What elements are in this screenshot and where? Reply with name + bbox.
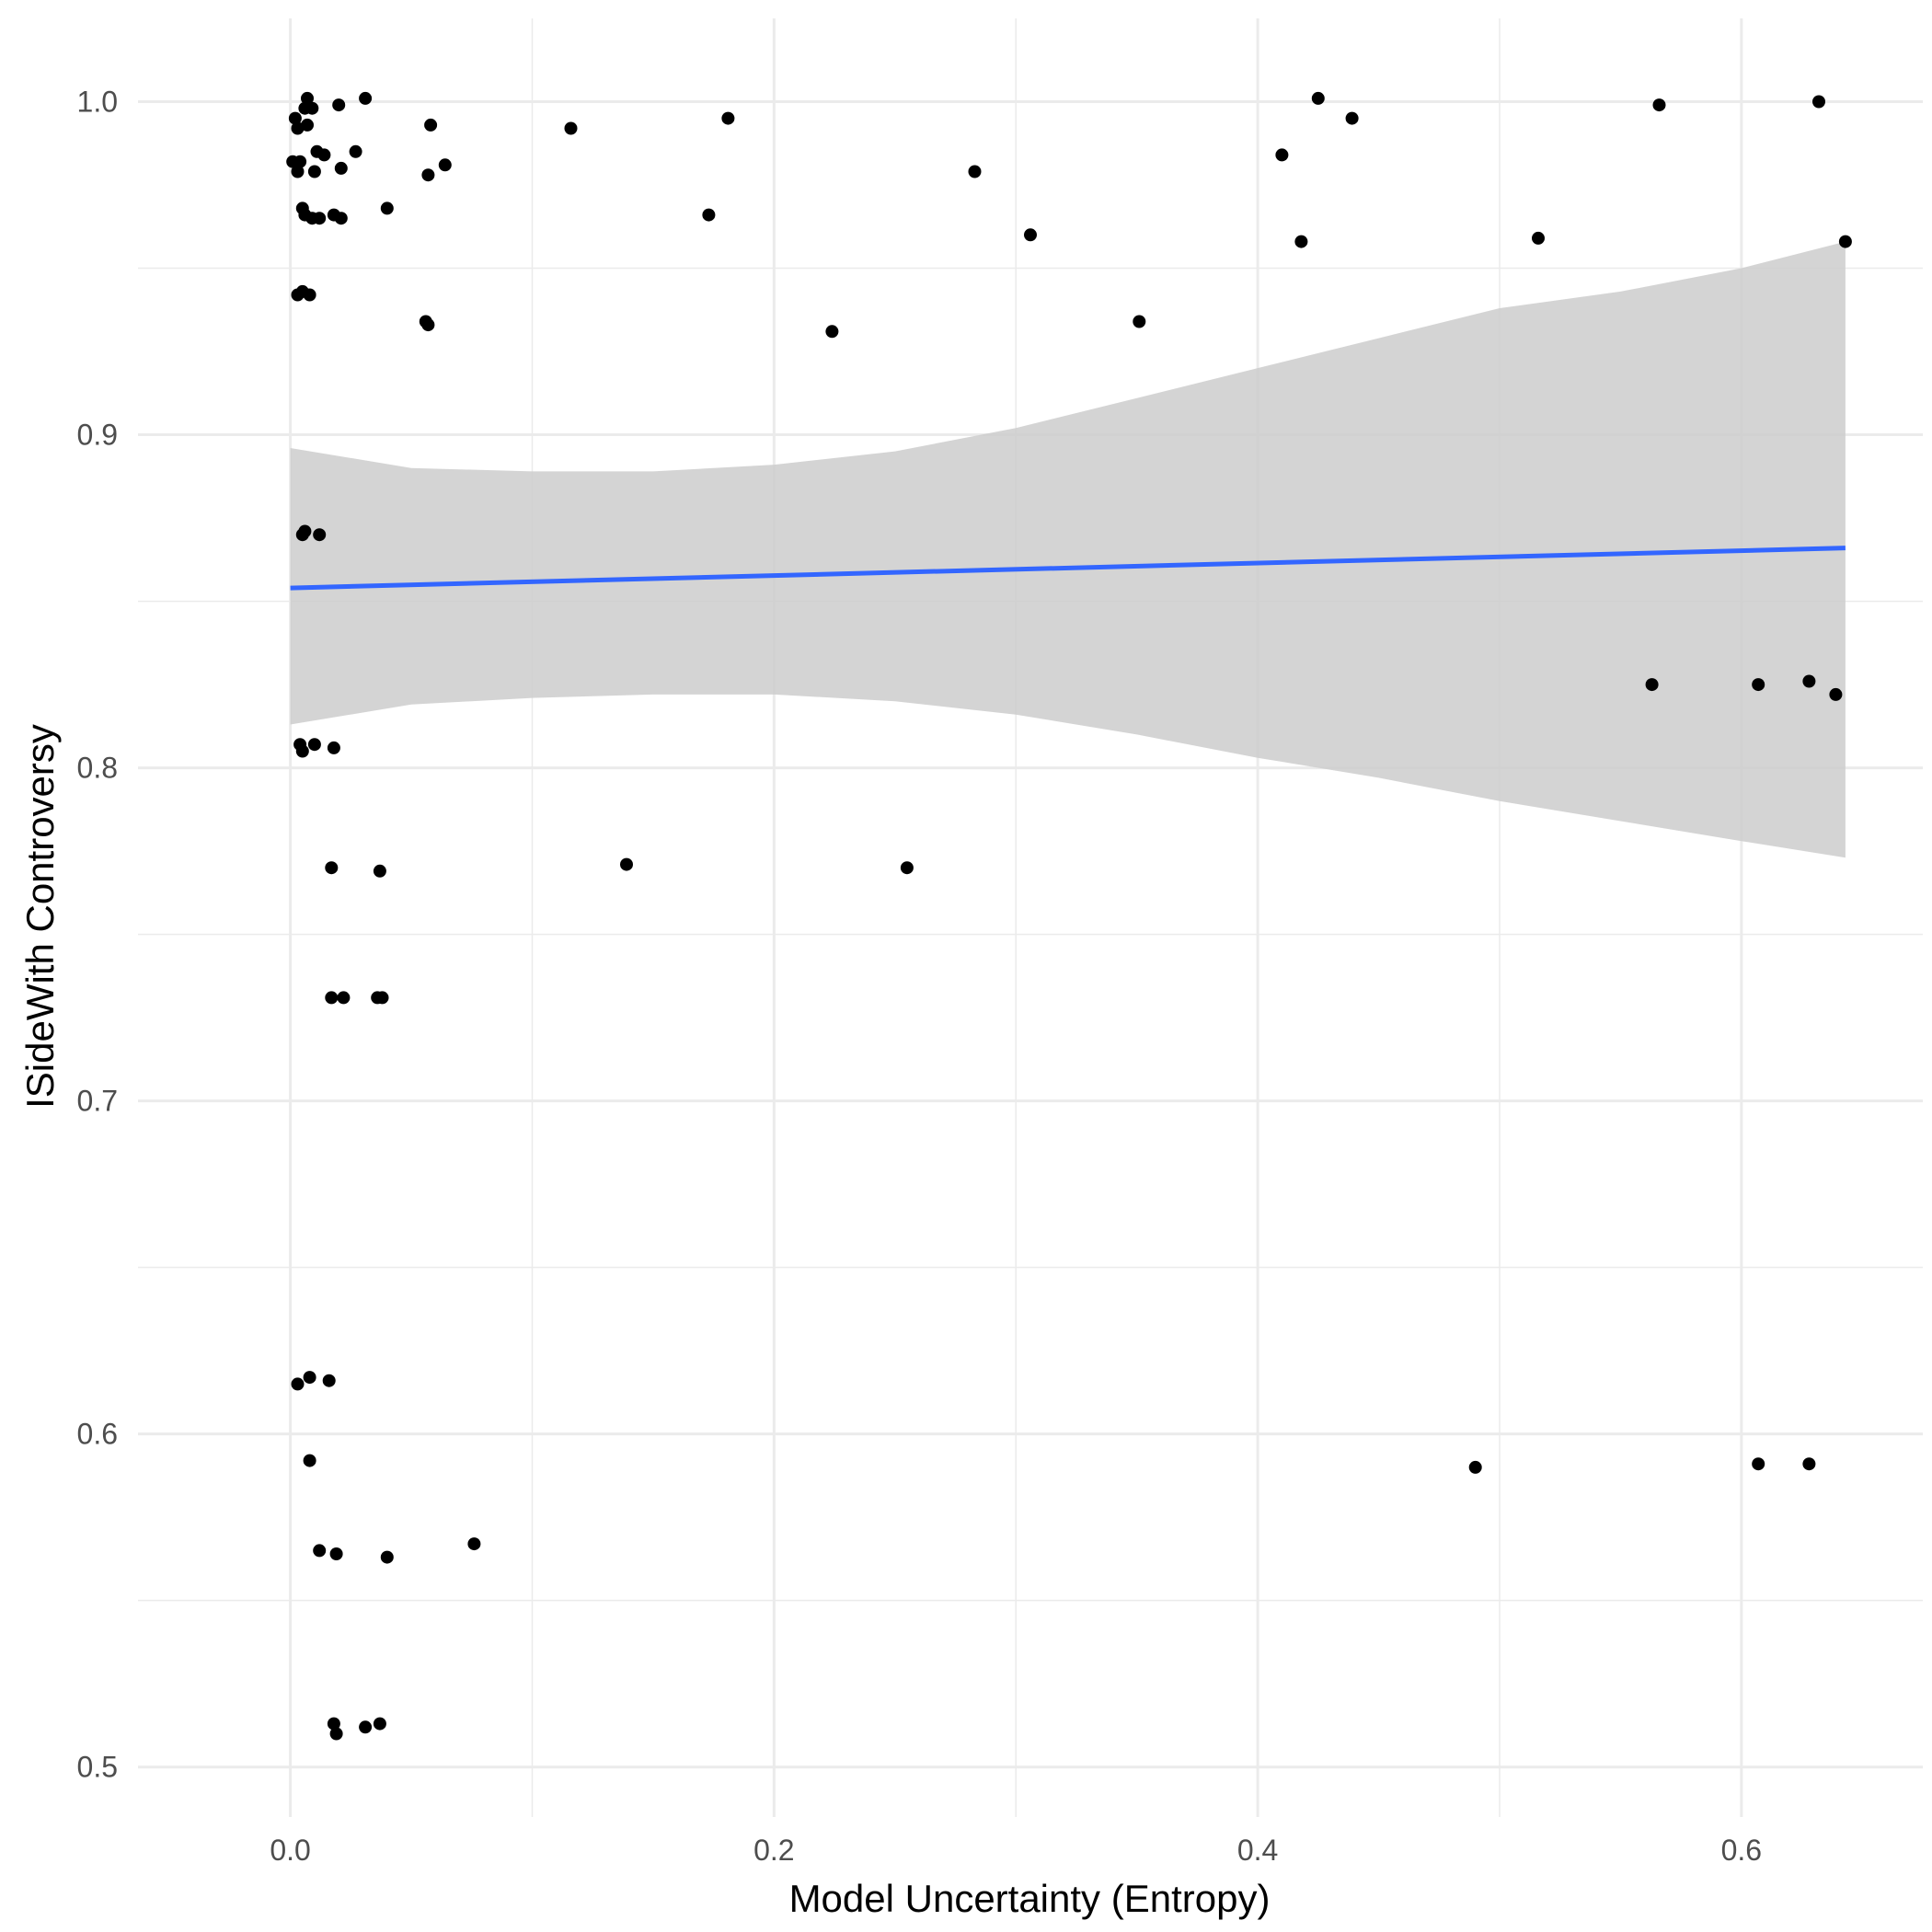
data-point [375,991,389,1005]
data-point [288,111,302,125]
data-point [1752,1457,1765,1471]
data-points [286,91,1852,1741]
data-point [305,101,319,115]
x-tick-label: 0.6 [1721,1834,1762,1867]
data-point [1468,1460,1482,1474]
trend-line [290,546,1846,591]
data-point [564,121,578,135]
data-point [421,168,435,182]
data-point [313,1544,327,1558]
data-point [1838,235,1852,248]
data-point [424,118,438,132]
x-tick-label: 0.4 [1237,1834,1278,1867]
data-point [301,118,314,132]
x-tick-label: 0.0 [270,1834,310,1867]
confidence-band [290,241,1846,858]
data-point [313,528,327,542]
data-point [307,738,321,752]
data-point [301,91,314,105]
data-point [373,864,386,878]
y-tick-label: 1.0 [77,86,118,119]
x-axis-tick-labels: 0.0 0.2 0.4 0.6 [270,1834,1762,1867]
data-point [295,744,309,758]
data-point [327,1717,340,1731]
data-point [337,991,351,1005]
data-point [322,1374,336,1387]
y-axis-tick-labels: 0.5 0.6 0.7 0.8 0.9 1.0 [77,86,118,1784]
data-point [325,991,339,1005]
data-point [359,91,373,105]
data-point [291,121,305,135]
data-point [825,325,839,339]
data-point [1024,228,1037,242]
data-point [1275,148,1289,162]
data-point [334,212,348,225]
data-point [317,148,331,162]
data-point [327,741,340,754]
data-point [467,1537,481,1551]
data-point [1829,687,1843,701]
data-point [293,155,307,168]
y-tick-label: 0.9 [77,419,118,452]
data-point [349,144,362,158]
data-point [303,1371,316,1385]
data-point [334,161,348,175]
y-axis-title: ISideWith Controversy [18,724,62,1109]
data-point [1345,111,1359,125]
data-point [291,165,305,178]
y-tick-label: 0.8 [77,752,118,785]
data-point [1133,315,1146,328]
data-point [298,524,312,538]
data-point [332,98,346,112]
data-point [303,1454,316,1467]
data-point [1652,98,1666,112]
data-point [359,1720,373,1734]
y-tick-label: 0.7 [77,1085,118,1118]
data-point [313,212,327,225]
data-point [380,1550,394,1564]
data-point [620,857,633,871]
data-point [329,1727,343,1741]
y-tick-label: 0.6 [77,1418,118,1451]
data-point [702,208,716,222]
x-axis-title: Model Uncertainty (Entropy) [789,1877,1271,1920]
data-point [1752,678,1765,692]
data-point [1294,235,1308,248]
x-tick-label: 0.2 [753,1834,794,1867]
data-point [329,1547,343,1560]
y-tick-label: 0.5 [77,1751,118,1784]
data-point [721,111,735,125]
data-point [380,201,394,215]
data-point [1532,231,1545,245]
data-point [291,1377,305,1391]
data-point [438,158,452,172]
data-point [307,165,321,178]
data-point [325,861,339,875]
data-point [968,165,982,178]
data-point [1802,1457,1816,1471]
data-point [1645,678,1659,692]
data-point [373,1717,386,1731]
data-point [421,318,435,332]
data-point [303,288,316,302]
data-point [1802,674,1816,688]
data-point [900,861,914,875]
data-point [1311,91,1325,105]
data-point [1812,95,1825,109]
